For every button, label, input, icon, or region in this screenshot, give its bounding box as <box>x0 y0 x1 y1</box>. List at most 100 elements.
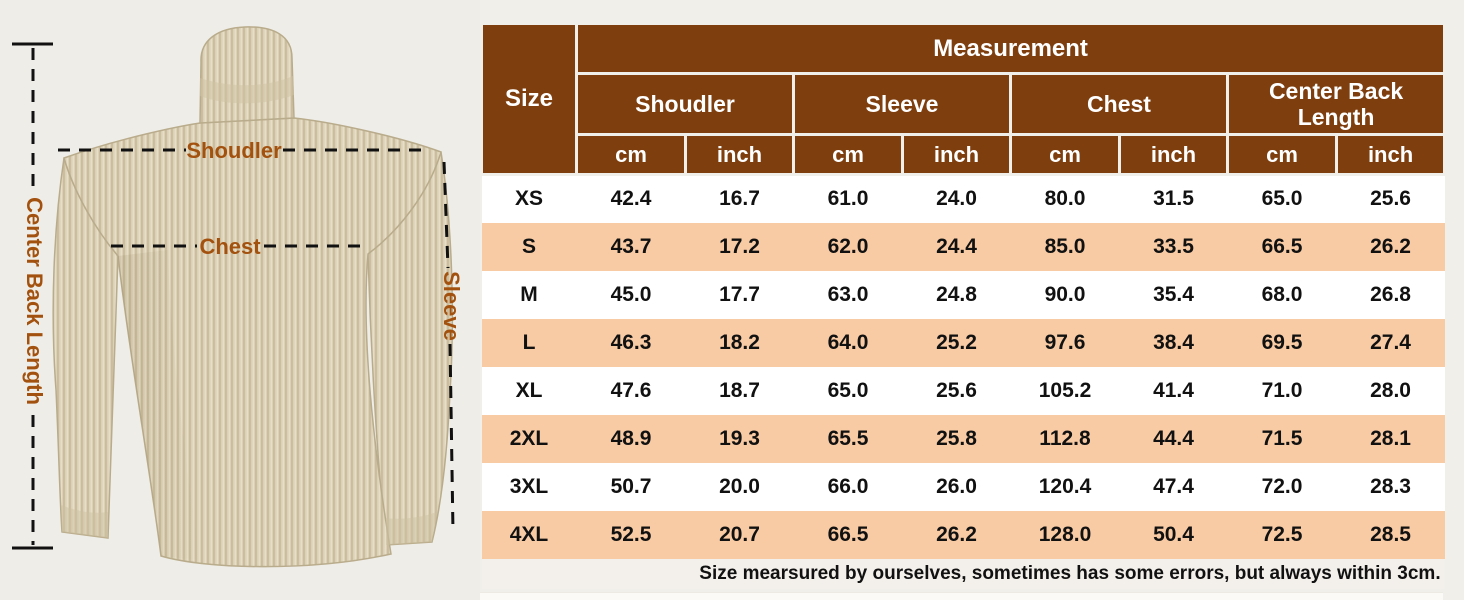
unit-header-inch: inch <box>1334 133 1447 176</box>
measurement-cell: 20.7 <box>685 510 794 559</box>
size-table-body: XS 42.4 16.7 61.0 24.0 80.0 31.5 65.0 25.6 S 43.7 1… <box>481 174 1445 559</box>
measurement-cell: 26.0 <box>902 462 1011 511</box>
measurement-cell: 46.3 <box>576 318 686 367</box>
size-cell: XS <box>481 174 577 223</box>
unit-header-cm: cm <box>1009 133 1121 176</box>
sweater-left-cuff <box>61 505 108 538</box>
measurement-cell: 90.0 <box>1010 270 1120 319</box>
measurement-cell: 35.4 <box>1119 270 1228 319</box>
measurement-cell: 25.6 <box>1336 174 1445 223</box>
measurement-cell: 24.4 <box>902 222 1011 271</box>
measurement-cell: 18.7 <box>685 366 794 415</box>
measurement-cell: 25.6 <box>902 366 1011 415</box>
measurement-cell: 28.0 <box>1336 366 1445 415</box>
table-row: M 45.0 17.7 63.0 24.8 90.0 35.4 68.0 26.8 <box>481 270 1445 319</box>
measurement-cell: 31.5 <box>1119 174 1228 223</box>
table-row: 2XL 48.9 19.3 65.5 25.8 112.8 44.4 71.5 28.1 <box>481 414 1445 463</box>
sweater-diagram: Center Back Length Shoudler Chest Sleeve <box>12 26 464 568</box>
unit-header-inch: inch <box>1118 133 1229 176</box>
unit-header-cm: cm <box>1226 133 1338 176</box>
measurement-cell: 45.0 <box>576 270 686 319</box>
measurement-cell: 44.4 <box>1119 414 1228 463</box>
size-footnote: Size mearsured by ourselves, sometimes h… <box>481 558 1445 589</box>
bottom-cropped-row <box>480 592 1443 600</box>
measurement-cell: 97.6 <box>1010 318 1120 367</box>
sweater-diagram-panel: Center Back Length Shoudler Chest Sleeve <box>0 0 480 600</box>
sleeve-label: Sleeve <box>439 271 464 341</box>
measurement-cell: 66.0 <box>793 462 903 511</box>
measurement-cell: 63.0 <box>793 270 903 319</box>
unit-header-inch: inch <box>901 133 1012 176</box>
size-cell: 3XL <box>481 462 577 511</box>
measurement-cell: 105.2 <box>1010 366 1120 415</box>
shoulder-label: Shoudler <box>186 138 282 163</box>
unit-header-cm: cm <box>792 133 904 176</box>
measurement-cell: 71.0 <box>1227 366 1337 415</box>
measurement-cell: 38.4 <box>1119 318 1228 367</box>
measurement-cell: 68.0 <box>1227 270 1337 319</box>
sweater-collar <box>199 26 295 124</box>
unit-header-cm: cm <box>575 133 687 176</box>
sweater-body-shading <box>118 250 200 560</box>
table-row: 3XL 50.7 20.0 66.0 26.0 120.4 47.4 72.0 28.3 <box>481 462 1445 511</box>
table-row: S 43.7 17.2 62.0 24.4 85.0 33.5 66.5 26.2 <box>481 222 1445 271</box>
measurement-cell: 24.0 <box>902 174 1011 223</box>
sweater-collar-fold <box>200 76 294 104</box>
measurement-cell: 61.0 <box>793 174 903 223</box>
measurement-cell: 66.5 <box>1227 222 1337 271</box>
center-back-length-column-header: Center Back Length <box>1225 72 1447 136</box>
measurement-cell: 33.5 <box>1119 222 1228 271</box>
measurement-cell: 62.0 <box>793 222 903 271</box>
measurement-cell: 65.0 <box>1227 174 1337 223</box>
measurement-cell: 20.0 <box>685 462 794 511</box>
measurement-cell: 42.4 <box>576 174 686 223</box>
sleeve-measure-line-upper <box>442 161 450 269</box>
measurement-cell: 25.8 <box>902 414 1011 463</box>
measurement-cell: 66.5 <box>793 510 903 559</box>
table-row: 4XL 52.5 20.7 66.5 26.2 128.0 50.4 72.5 28.5 <box>481 510 1445 559</box>
measurement-cell: 72.0 <box>1227 462 1337 511</box>
measurement-cell: 112.8 <box>1010 414 1120 463</box>
chest-label: Chest <box>199 234 261 259</box>
size-table: Size Measurement Shoudler Sleeve Chest C… <box>480 22 1447 589</box>
measurement-cell: 43.7 <box>576 222 686 271</box>
measurement-cell: 120.4 <box>1010 462 1120 511</box>
measurement-cell: 26.2 <box>902 510 1011 559</box>
measurement-cell: 47.6 <box>576 366 686 415</box>
sleeve-column-header: Sleeve <box>792 72 1012 136</box>
measurement-header: Measurement <box>574 22 1447 75</box>
unit-header-inch: inch <box>684 133 795 176</box>
size-cell: 2XL <box>481 414 577 463</box>
size-cell: L <box>481 318 577 367</box>
size-cell: XL <box>481 366 577 415</box>
size-cell: M <box>481 270 577 319</box>
measurement-cell: 26.8 <box>1336 270 1445 319</box>
size-cell: 4XL <box>481 510 577 559</box>
measurement-cell: 52.5 <box>576 510 686 559</box>
measurement-cell: 24.8 <box>902 270 1011 319</box>
measurement-cell: 28.1 <box>1336 414 1445 463</box>
measurement-cell: 72.5 <box>1227 510 1337 559</box>
measurement-cell: 69.5 <box>1227 318 1337 367</box>
measurement-cell: 48.9 <box>576 414 686 463</box>
measurement-cell: 19.3 <box>685 414 794 463</box>
measurement-cell: 17.7 <box>685 270 794 319</box>
size-column-header: Size <box>480 22 578 176</box>
measurement-cell: 65.0 <box>793 366 903 415</box>
measurement-cell: 71.5 <box>1227 414 1337 463</box>
table-row: XL 47.6 18.7 65.0 25.6 105.2 41.4 71.0 28.0 <box>481 366 1445 415</box>
measurement-cell: 41.4 <box>1119 366 1228 415</box>
sleeve-measure-line-lower <box>448 343 455 533</box>
measurement-cell: 28.3 <box>1336 462 1445 511</box>
table-row: XS 42.4 16.7 61.0 24.0 80.0 31.5 65.0 25.6 <box>481 174 1445 223</box>
measurement-cell: 50.4 <box>1119 510 1228 559</box>
shoulder-column-header: Shoudler <box>575 72 795 136</box>
table-row: L 46.3 18.2 64.0 25.2 97.6 38.4 69.5 27.4 <box>481 318 1445 367</box>
measurement-cell: 17.2 <box>685 222 794 271</box>
measurement-cell: 85.0 <box>1010 222 1120 271</box>
sweater-right-cuff <box>386 512 437 545</box>
measurement-cell: 18.2 <box>685 318 794 367</box>
measurement-cell: 65.5 <box>793 414 903 463</box>
measurement-cell: 26.2 <box>1336 222 1445 271</box>
measurement-cell: 80.0 <box>1010 174 1120 223</box>
